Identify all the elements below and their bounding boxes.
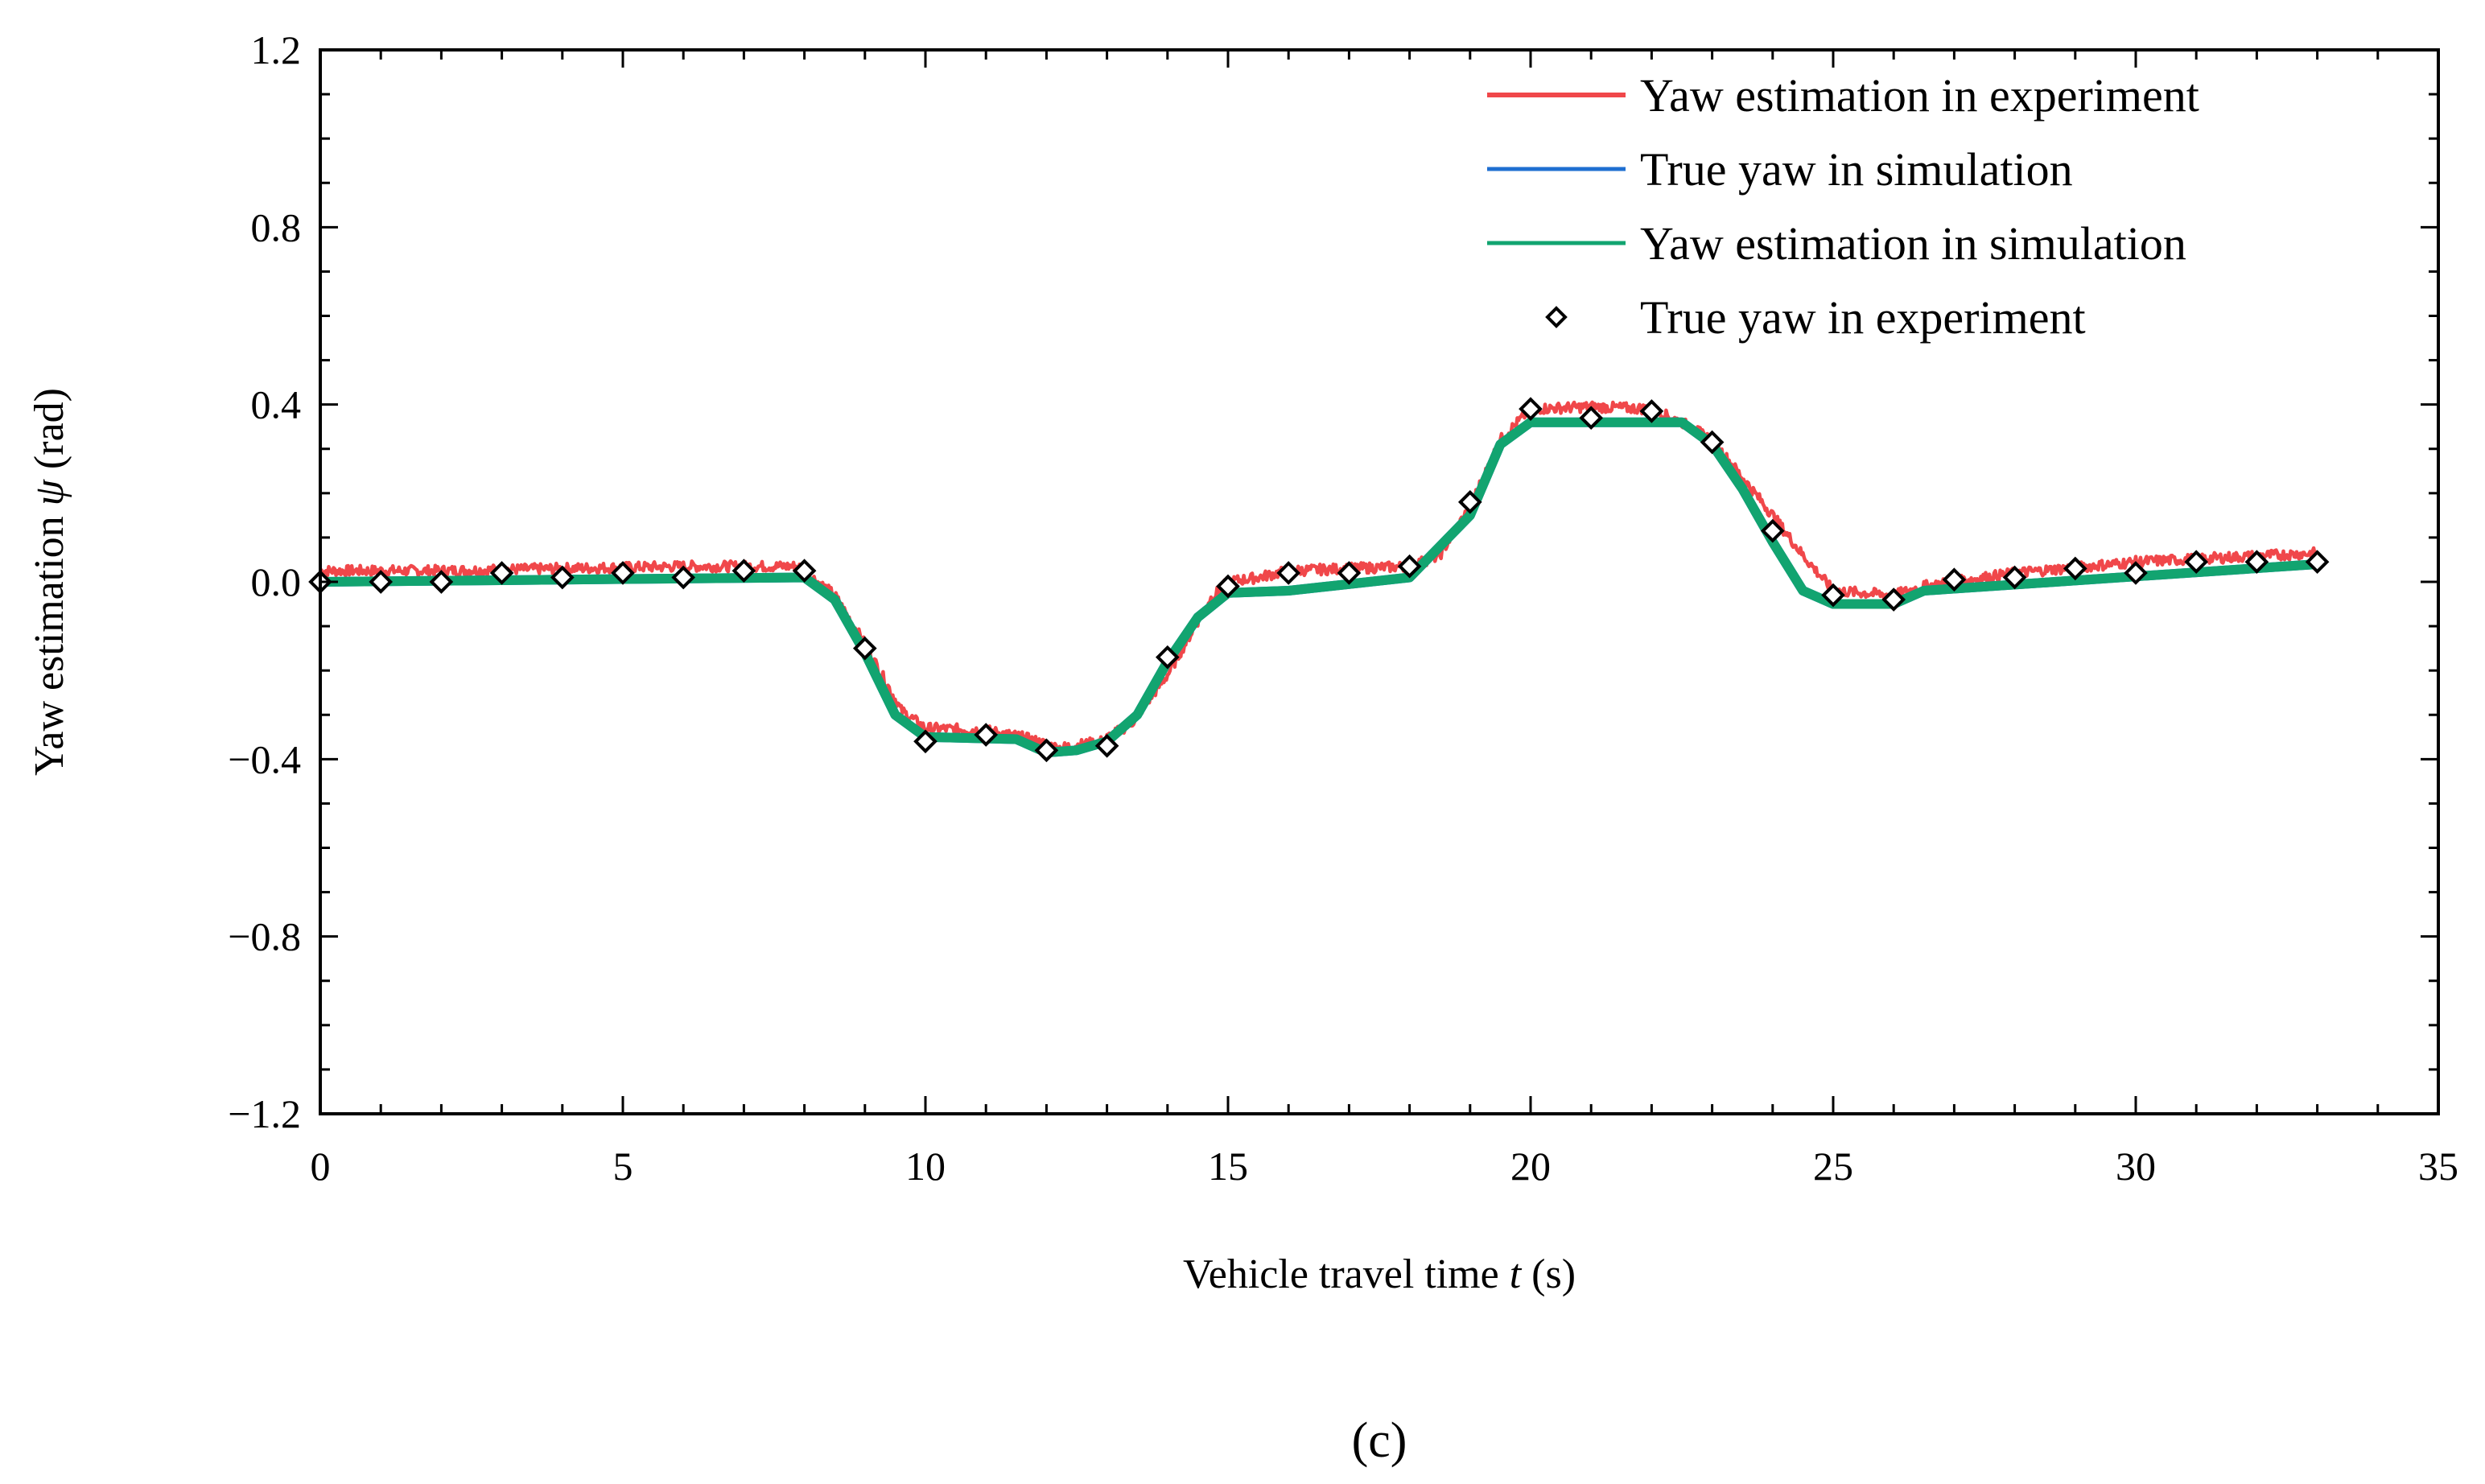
data-point: [1457, 490, 1482, 514]
data-point: [429, 570, 454, 594]
legend-item: True yaw in simulation: [1487, 143, 2073, 196]
data-point: [1276, 561, 1301, 585]
y-tick-label: −1.2: [228, 1091, 301, 1136]
legend-label: True yaw in simulation: [1640, 143, 2073, 196]
ticks-layer: [319, 48, 2440, 1115]
data-point: [1639, 399, 1664, 423]
data-point: [489, 561, 514, 585]
series-yaw-estimation-in-simulation: [315, 417, 2322, 758]
data-point: [2002, 565, 2027, 590]
data-point: [1760, 518, 1785, 543]
legend-label: Yaw estimation in simulation: [1640, 217, 2186, 270]
data-point: [731, 559, 756, 583]
legend-marker: [1545, 306, 1568, 328]
series-layer: [308, 397, 2330, 763]
x-tick-label: 15: [1208, 1144, 1248, 1189]
data-point: [1700, 430, 1725, 455]
data-point: [369, 570, 394, 594]
tick-labels: 0 5 10 15 20 25 30 35 −1.2 −0.8 −0.4 0.0 0.4 0.8 1.2: [228, 27, 2458, 1189]
data-point: [1397, 554, 1422, 579]
data-point: [1337, 561, 1362, 585]
data-point: [2063, 556, 2087, 581]
data-point: [852, 636, 877, 661]
x-tick-label: 10: [905, 1144, 946, 1189]
data-point: [611, 561, 635, 585]
data-point: [1034, 738, 1059, 763]
data-point: [1155, 645, 1180, 670]
y-tick-label: −0.4: [228, 736, 301, 781]
panel-label: (c): [1352, 1413, 1407, 1468]
y-tick-label: 0.4: [251, 382, 302, 427]
series-true-yaw-in-experiment: [308, 397, 2330, 763]
x-tick-label: 5: [613, 1144, 633, 1189]
y-axis-label: Yaw estimation ψ (rad): [27, 388, 72, 776]
legend-label: True yaw in experiment: [1640, 291, 2086, 344]
data-point: [1216, 574, 1240, 599]
data-point: [1579, 406, 1604, 431]
data-point: [913, 729, 938, 754]
x-tick-label: 25: [1813, 1144, 1853, 1189]
data-point: [974, 723, 999, 747]
data-point: [1094, 733, 1119, 758]
legend-item: True yaw in experiment: [1545, 291, 2086, 344]
data-point: [2124, 561, 2148, 585]
x-tick-label: 20: [1510, 1144, 1551, 1189]
x-axis-label: Vehicle travel time t (s): [1183, 1251, 1576, 1297]
series-yaw-estimation-in-experiment: [319, 400, 2319, 755]
data-point: [792, 559, 817, 583]
legend-item: Yaw estimation in experiment: [1487, 69, 2199, 122]
data-point: [2184, 550, 2209, 575]
x-tick-label: 0: [311, 1144, 331, 1189]
legend: Yaw estimation in experiment True yaw in …: [1487, 69, 2199, 344]
legend-label: Yaw estimation in experiment: [1640, 69, 2199, 122]
y-tick-label: 0.8: [251, 204, 302, 249]
data-point: [671, 565, 696, 590]
x-tick-label: 30: [2116, 1144, 2156, 1189]
data-point: [2305, 550, 2330, 575]
data-point: [2244, 550, 2269, 575]
data-point: [1881, 587, 1906, 612]
series-line: [315, 417, 2322, 758]
data-point: [1519, 397, 1543, 422]
x-tick-label: 35: [2418, 1144, 2458, 1189]
data-point: [550, 565, 575, 590]
y-tick-label: 1.2: [251, 27, 302, 72]
y-tick-label: −0.8: [228, 914, 301, 959]
data-point: [1821, 583, 1845, 608]
legend-item: Yaw estimation in simulation: [1487, 217, 2186, 270]
y-tick-label: 0.0: [251, 559, 302, 604]
data-point: [1942, 567, 1967, 592]
series-line: [319, 400, 2319, 755]
